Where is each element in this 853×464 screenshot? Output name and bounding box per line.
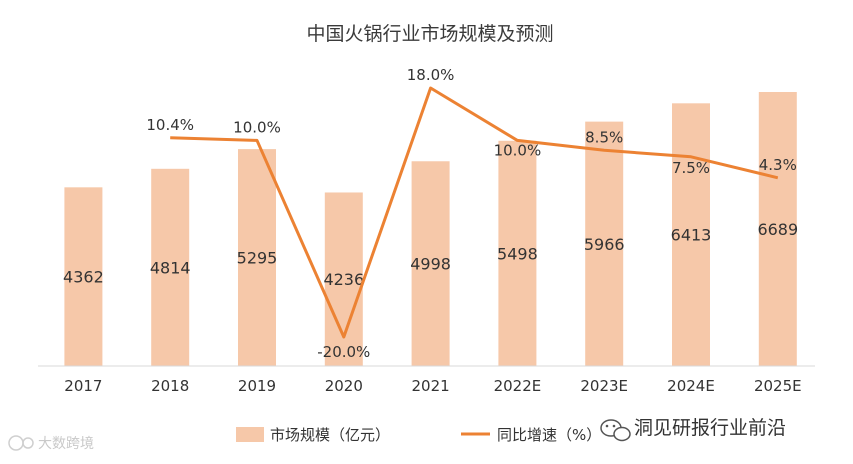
legend: 市场规模（亿元） 同比增速（%） [236,426,601,444]
bar-value-label-2023E: 5966 [584,235,625,254]
growth-label-2021: 18.0% [407,66,455,84]
growth-line-series: 10.4% 10.0% -20.0% 18.0% 10.0% 8.5% 7.5% 4.3% [146,66,796,361]
bar-2022E [498,140,537,366]
watermark-right: 洞见研报行业前沿 [600,417,786,442]
bar-2017 [64,187,103,366]
legend-swatch-market-size [236,427,264,442]
bar-2018 [151,168,190,366]
bar-2021 [411,161,450,366]
growth-label-2024E: 7.5% [672,159,710,177]
x-tick-2021: 2021 [412,377,450,395]
bar-value-label-2018: 4814 [150,258,191,277]
growth-label-2018: 10.4% [146,116,194,134]
watermark-logo-dot-icon [22,437,34,449]
x-tick-2019: 2019 [238,377,276,395]
x-tick-2024E: 2024E [667,377,715,395]
bar-value-label-2022E: 5498 [497,244,538,263]
bar-2024E [672,103,710,366]
x-tick-2023E: 2023E [580,377,628,395]
watermark-right-text: 洞见研报行业前沿 [634,417,786,439]
wechat-icon [600,419,631,442]
bar-value-label-2024E: 6413 [671,226,712,245]
bar-value-label-2025E: 6689 [757,220,798,239]
watermark-left-text: 大数跨境 [38,436,94,452]
bar-2023E [585,121,624,366]
x-tick-2020: 2020 [325,377,363,395]
x-tick-2017: 2017 [64,377,102,395]
x-tick-2018: 2018 [151,377,189,395]
bar-value-label-2020: 4236 [323,270,364,289]
watermark-logo-icon [8,435,24,451]
growth-label-2023E: 8.5% [585,128,623,146]
bar-2025E [758,92,797,366]
chart-title: 中国火锅行业市场规模及预测 [306,23,553,45]
bar-value-label-2019: 5295 [237,249,278,268]
bar-value-label-2021: 4998 [410,255,451,274]
growth-label-2022E: 10.0% [494,141,542,159]
x-tick-2022E: 2022E [494,377,542,395]
growth-line [170,86,779,339]
legend-label-growth: 同比增速（%） [497,426,601,444]
x-tick-2025E: 2025E [754,377,802,395]
bar-series: 4362 4814 5295 4236 4998 5498 5966 6413 6689 [63,92,798,366]
x-axis-ticks: 2017 2018 2019 2020 2021 2022E 2023E 2024E 2025E [64,377,801,395]
growth-label-2025E: 4.3% [759,156,797,174]
legend-label-market-size: 市场规模（亿元） [270,426,390,444]
growth-label-2019: 10.0% [233,118,281,136]
watermark-left: 大数跨境 [8,435,94,452]
growth-label-2020: -20.0% [317,343,370,361]
bar-value-label-2017: 4362 [63,268,104,287]
bar-2019 [238,149,276,366]
